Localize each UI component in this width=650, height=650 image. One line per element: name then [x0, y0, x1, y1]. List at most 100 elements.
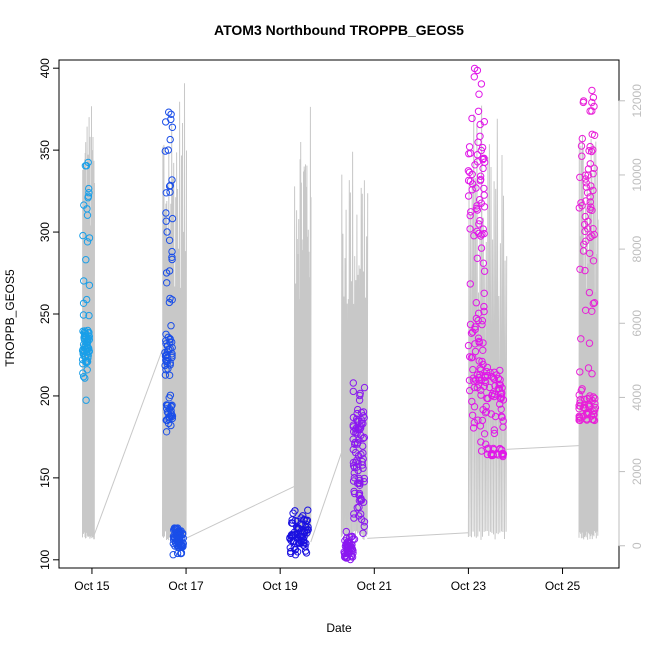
data-point [179, 529, 187, 538]
data-point [350, 514, 358, 522]
data-point [161, 352, 170, 360]
data-point [82, 256, 90, 264]
data-point [489, 444, 497, 453]
data-point [164, 333, 173, 341]
x-tick-label: Oct 23 [451, 579, 487, 593]
data-point [81, 330, 89, 338]
x-axis-label: Date [326, 621, 352, 635]
data-point [287, 547, 295, 556]
data-point [581, 212, 589, 221]
data-point [475, 196, 484, 204]
data-point [486, 368, 494, 377]
x-tick-label: Oct 21 [357, 579, 393, 593]
data-point [177, 549, 185, 558]
data-point [588, 98, 596, 107]
data-point [168, 255, 176, 264]
data-point [356, 479, 364, 488]
data-point [587, 147, 596, 156]
data-point [360, 478, 368, 486]
data-point [481, 409, 490, 417]
data-point [588, 130, 596, 139]
data-point [355, 396, 364, 404]
altitude-connector [310, 452, 342, 543]
data-point [478, 320, 486, 329]
data-point [586, 193, 594, 201]
data-point [481, 378, 490, 387]
data-point [587, 203, 595, 211]
data-point [470, 64, 479, 73]
data-point [83, 211, 92, 219]
data-point [494, 374, 503, 383]
data-point [590, 164, 598, 172]
data-point [588, 307, 596, 315]
x-tick-label: Oct 15 [74, 579, 110, 593]
data-point [81, 332, 89, 340]
data-point [286, 544, 294, 552]
data-point [465, 376, 474, 384]
data-point [470, 73, 478, 81]
altitude-connector [367, 532, 469, 539]
data-point [589, 170, 597, 178]
altitude-connector [185, 485, 295, 539]
data-point [468, 411, 477, 419]
data-point [471, 347, 480, 356]
data-point [165, 182, 174, 190]
data-point [80, 201, 88, 209]
data-point [360, 522, 368, 531]
data-point [484, 444, 493, 452]
data-point [482, 408, 491, 416]
data-point [349, 421, 357, 429]
data-point [353, 409, 361, 418]
data-point [169, 536, 178, 544]
data-point [472, 204, 481, 213]
data-point [352, 415, 361, 423]
data-point [586, 107, 594, 115]
data-point [170, 525, 179, 533]
data-point [581, 227, 589, 236]
data-point [473, 158, 482, 166]
data-point [350, 510, 358, 518]
y-tick-label: 100 [38, 549, 52, 569]
data-point [499, 417, 507, 425]
data-point [498, 446, 506, 454]
data-point [590, 102, 598, 111]
data-point [577, 142, 586, 150]
data-point [576, 368, 584, 376]
data-point [164, 146, 173, 154]
data-point [464, 341, 473, 350]
data-point [359, 442, 367, 450]
y-tick-label: 250 [38, 304, 52, 324]
data-point [475, 220, 483, 228]
data-point [289, 519, 297, 527]
data-point [472, 184, 480, 192]
data-point [360, 474, 368, 483]
data-point [474, 107, 483, 116]
data-point [350, 469, 358, 477]
data-point [346, 533, 354, 541]
data-point [466, 280, 474, 288]
data-point [584, 165, 593, 173]
data-point [168, 253, 176, 261]
data-point [301, 547, 310, 555]
data-point [161, 371, 170, 379]
data-point [345, 539, 353, 547]
data-point [468, 186, 476, 194]
data-point [475, 90, 483, 98]
data-point [476, 132, 484, 141]
data-point [580, 401, 589, 409]
altitude-connector [93, 349, 163, 535]
data-point [586, 249, 594, 258]
data-point [469, 365, 477, 374]
data-point [163, 405, 171, 413]
data-point [585, 339, 594, 347]
data-point [79, 360, 87, 368]
data-point [498, 449, 507, 458]
data-point [83, 358, 91, 366]
data-point [166, 135, 174, 144]
data-point [582, 197, 590, 205]
altitude-trace [340, 151, 369, 541]
data-point [83, 366, 91, 374]
data-point [480, 191, 488, 199]
data-point [477, 175, 485, 184]
data-point [468, 397, 476, 406]
